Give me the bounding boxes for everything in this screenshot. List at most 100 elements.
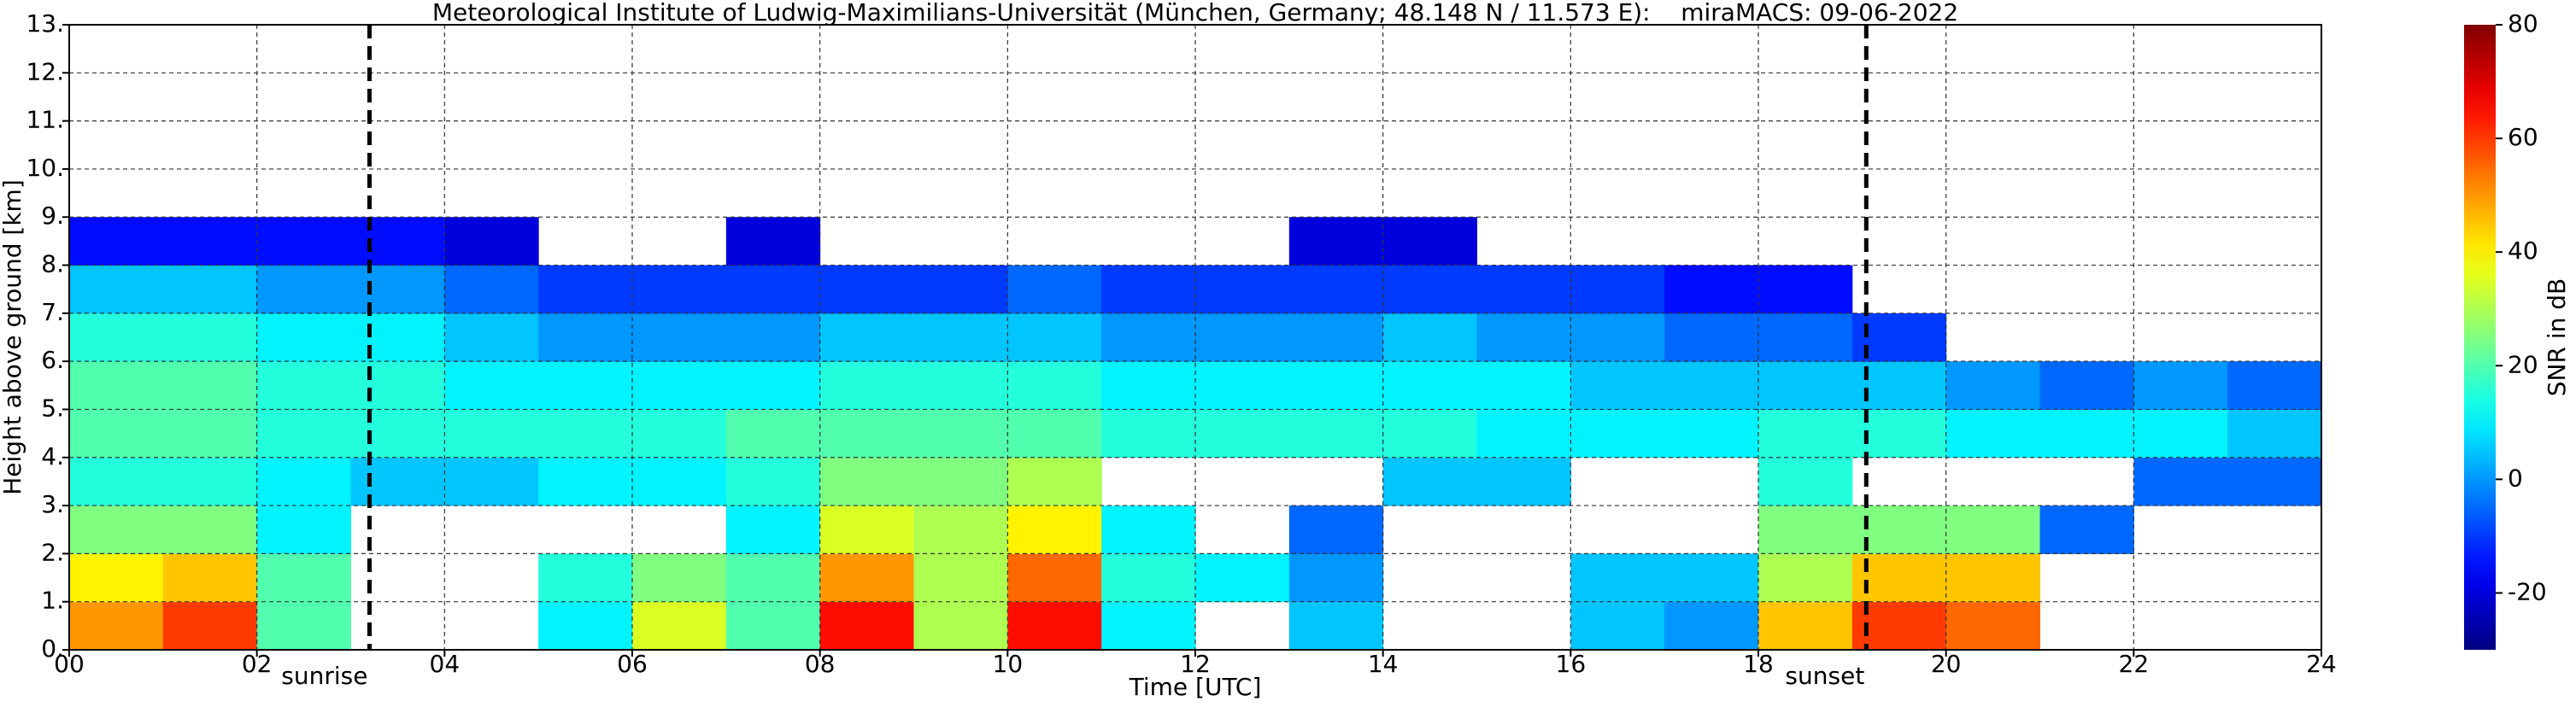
cell — [1007, 553, 1102, 603]
cell — [819, 457, 914, 506]
cell — [725, 265, 821, 314]
cell — [1288, 409, 1384, 459]
cell — [1664, 601, 1759, 651]
cell — [725, 361, 821, 410]
cell — [444, 457, 539, 506]
cell — [1101, 601, 1196, 651]
cell — [1101, 505, 1196, 554]
cell — [2133, 361, 2228, 410]
y-tick-label: 5. — [41, 394, 64, 422]
annotations — [367, 25, 1869, 650]
colorbar-label: SNR in dB — [2543, 278, 2571, 396]
cell — [2227, 457, 2322, 506]
cell — [1382, 361, 1477, 410]
cell — [1758, 553, 1853, 603]
x-tick-label: 24 — [2306, 650, 2337, 678]
cell — [1288, 553, 1384, 603]
cell — [1570, 553, 1665, 603]
cell — [538, 601, 633, 651]
cell — [1382, 265, 1477, 314]
cell — [256, 265, 351, 314]
cell — [69, 409, 164, 459]
cell — [69, 361, 164, 410]
cell — [2039, 505, 2134, 554]
cell — [1570, 361, 1665, 410]
cell — [350, 313, 445, 362]
cell — [632, 361, 727, 410]
cell — [1758, 457, 1853, 506]
cell — [538, 409, 633, 459]
cell — [444, 265, 539, 314]
cell — [1570, 409, 1665, 459]
y-tick-label: 1. — [41, 587, 64, 615]
y-tick-label: 13. — [26, 9, 64, 38]
cell — [1382, 409, 1477, 459]
cell — [350, 217, 445, 266]
cell — [1945, 553, 2040, 603]
y-tick-label: 0. — [41, 634, 64, 663]
cell — [1101, 361, 1196, 410]
cell — [538, 457, 633, 506]
y-tick-label: 8. — [41, 250, 64, 278]
cell — [1758, 313, 1853, 362]
y-tick-label: 7. — [41, 298, 64, 326]
cell — [69, 553, 164, 603]
cell — [1195, 409, 1290, 459]
x-tick-label: 04 — [430, 650, 461, 678]
cell — [256, 217, 351, 266]
cell — [2227, 361, 2322, 410]
cell — [1758, 361, 1853, 410]
cell — [819, 361, 914, 410]
cell — [69, 265, 164, 314]
cell — [1758, 601, 1853, 651]
cell — [913, 553, 1008, 603]
cell — [913, 505, 1008, 554]
y-tick-label: 9. — [41, 202, 64, 230]
colorbar-tick-label: 0 — [2508, 464, 2523, 492]
cell — [1758, 265, 1853, 314]
cell — [1007, 409, 1102, 459]
y-tick-label: 2. — [41, 538, 64, 566]
cell — [632, 553, 727, 603]
cell — [725, 505, 821, 554]
cell — [444, 409, 539, 459]
cell — [69, 313, 164, 362]
cell — [69, 505, 164, 554]
y-tick-label: 12. — [26, 57, 64, 85]
cell — [632, 409, 727, 459]
cell — [538, 361, 633, 410]
cell — [913, 313, 1008, 362]
cell — [162, 457, 258, 506]
cell — [1007, 457, 1102, 506]
cell — [1664, 553, 1759, 603]
cell — [1476, 313, 1571, 362]
cell — [350, 265, 445, 314]
cell — [1195, 265, 1290, 314]
cell — [819, 601, 914, 651]
cell — [1288, 217, 1384, 266]
annotation-label: sunrise — [281, 662, 367, 690]
colorbar-tick-label: -20 — [2508, 577, 2547, 605]
cell — [538, 265, 633, 314]
cell — [1007, 361, 1102, 410]
cell — [256, 601, 351, 651]
cell — [2227, 409, 2322, 459]
cell — [1101, 313, 1196, 362]
cell — [1007, 505, 1102, 554]
cell — [2039, 409, 2134, 459]
cell — [1007, 601, 1102, 651]
cell — [1664, 265, 1759, 314]
cell — [1101, 409, 1196, 459]
cell — [1758, 409, 1853, 459]
cell — [632, 601, 727, 651]
y-tick-label: 3. — [41, 490, 64, 518]
cell — [725, 553, 821, 603]
x-tick-label: 02 — [242, 650, 273, 678]
colorbar — [2464, 25, 2496, 650]
cell — [1288, 505, 1384, 554]
colorbar-tick-label: 60 — [2508, 123, 2538, 151]
cell — [632, 265, 727, 314]
colorbar-tick-label: 80 — [2508, 9, 2538, 38]
cell — [444, 361, 539, 410]
cell — [69, 457, 164, 506]
